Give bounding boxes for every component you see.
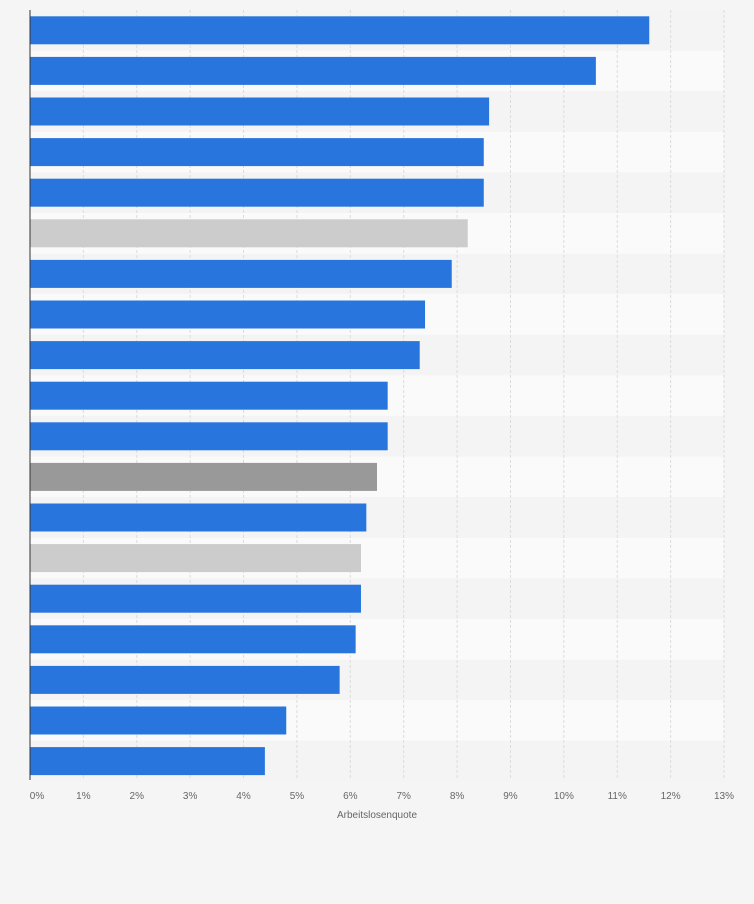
x-tick-label: 8% [450, 791, 465, 802]
x-tick-label: 12% [661, 791, 681, 802]
bar[interactable] [30, 665, 340, 694]
bar[interactable] [30, 97, 490, 126]
bar[interactable] [30, 544, 361, 573]
bar[interactable] [30, 422, 388, 451]
bar[interactable] [30, 706, 287, 735]
bar[interactable] [30, 219, 468, 248]
x-tick-label: 9% [503, 791, 518, 802]
bar[interactable] [30, 503, 367, 532]
bar[interactable] [30, 625, 356, 654]
x-tick-label: 3% [183, 791, 198, 802]
x-tick-label: 0% [30, 791, 45, 802]
bar[interactable] [30, 462, 377, 491]
bar[interactable] [30, 341, 420, 370]
x-tick-label: 5% [290, 791, 305, 802]
bar[interactable] [30, 300, 426, 329]
x-tick-label: 1% [76, 791, 91, 802]
bar[interactable] [30, 584, 361, 613]
x-tick-label: 11% [608, 791, 627, 802]
bar[interactable] [30, 259, 452, 288]
bar[interactable] [30, 138, 484, 167]
bars [30, 16, 650, 776]
x-tick-labels: 0% 1% 2% 3% 4% 5% 6% 7% 8% 9% 10% 11% 12% 13% [30, 791, 734, 802]
x-tick-label: 7% [396, 791, 411, 802]
bar[interactable] [30, 56, 596, 85]
x-tick-label: 6% [343, 791, 358, 802]
bar[interactable] [30, 747, 265, 776]
bar[interactable] [30, 178, 484, 207]
bar[interactable] [30, 381, 388, 410]
x-tick-label: 13% [714, 791, 734, 802]
x-tick-label: 10% [554, 791, 574, 802]
x-tick-label: 2% [130, 791, 145, 802]
bar[interactable] [30, 16, 650, 45]
x-axis-label: Arbeitslosenquote [337, 810, 417, 821]
x-tick-label: 4% [236, 791, 251, 802]
